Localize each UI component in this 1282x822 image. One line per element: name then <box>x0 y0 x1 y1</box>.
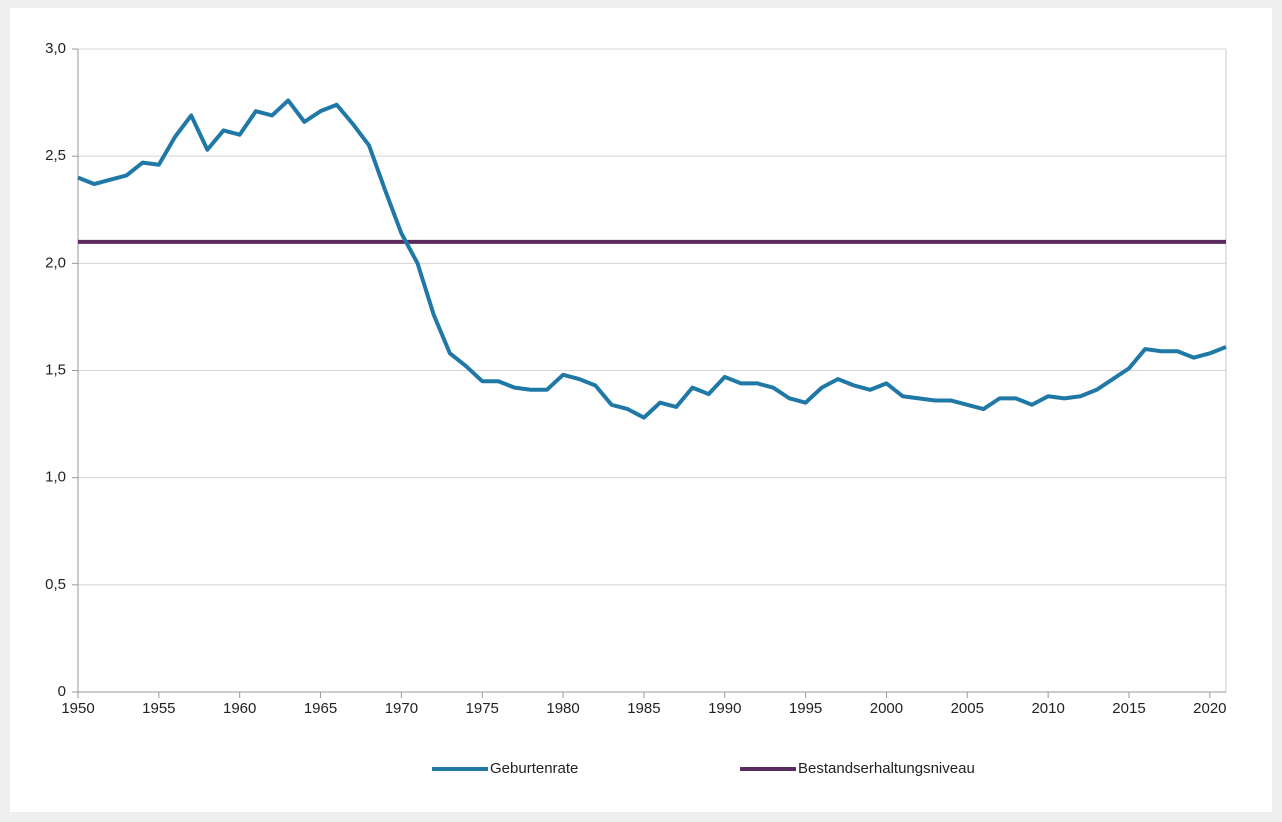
chart-background <box>10 8 1272 812</box>
x-tick-label: 1955 <box>142 700 175 717</box>
y-tick-label: 0,5 <box>45 576 66 593</box>
x-tick-label: 1960 <box>223 700 256 717</box>
x-tick-label: 1995 <box>789 700 822 717</box>
x-tick-label: 2010 <box>1031 700 1064 717</box>
y-tick-label: 1,0 <box>45 469 66 486</box>
y-tick-label: 0 <box>58 683 66 700</box>
y-tick-label: 3,0 <box>45 40 66 57</box>
legend-label: Bestandserhaltungsniveau <box>798 760 975 777</box>
x-tick-label: 1965 <box>304 700 337 717</box>
y-tick-label: 1,5 <box>45 361 66 378</box>
legend-label: Geburtenrate <box>490 760 578 777</box>
x-tick-label: 2020 <box>1193 700 1226 717</box>
x-tick-label: 2000 <box>870 700 903 717</box>
x-tick-label: 1970 <box>385 700 418 717</box>
y-tick-label: 2,0 <box>45 254 66 271</box>
x-tick-label: 1975 <box>466 700 499 717</box>
x-tick-label: 1980 <box>546 700 579 717</box>
x-tick-label: 2005 <box>951 700 984 717</box>
series-line <box>77 98 1227 420</box>
x-tick-label: 1950 <box>61 700 94 717</box>
y-tick-label: 2,5 <box>45 147 66 164</box>
x-tick-label: 1990 <box>708 700 741 717</box>
x-tick-label: 1985 <box>627 700 660 717</box>
x-tick-label: 2015 <box>1112 700 1145 717</box>
